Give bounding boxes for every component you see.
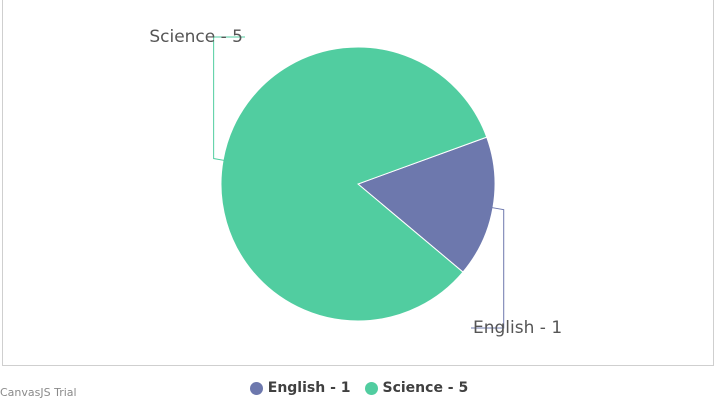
legend: English - 1 Science - 5 bbox=[0, 378, 716, 398]
legend-label: Science - 5 bbox=[382, 380, 469, 396]
legend-swatch bbox=[249, 381, 263, 395]
watermark: CanvasJS Trial bbox=[0, 386, 77, 399]
legend-item-english[interactable]: English - 1 bbox=[249, 380, 351, 396]
legend-item-science[interactable]: Science - 5 bbox=[364, 380, 469, 396]
legend-label: English - 1 bbox=[267, 380, 351, 396]
label-line-english bbox=[471, 206, 505, 329]
pie-chart: English - 1 Science - 5 bbox=[149, 27, 562, 338]
chart-frame bbox=[2, 0, 714, 366]
legend-swatch bbox=[364, 381, 378, 395]
label-line-science bbox=[213, 36, 245, 162]
slice-label-english: English - 1 bbox=[473, 318, 562, 338]
slice-label-science: Science - 5 bbox=[149, 27, 243, 47]
